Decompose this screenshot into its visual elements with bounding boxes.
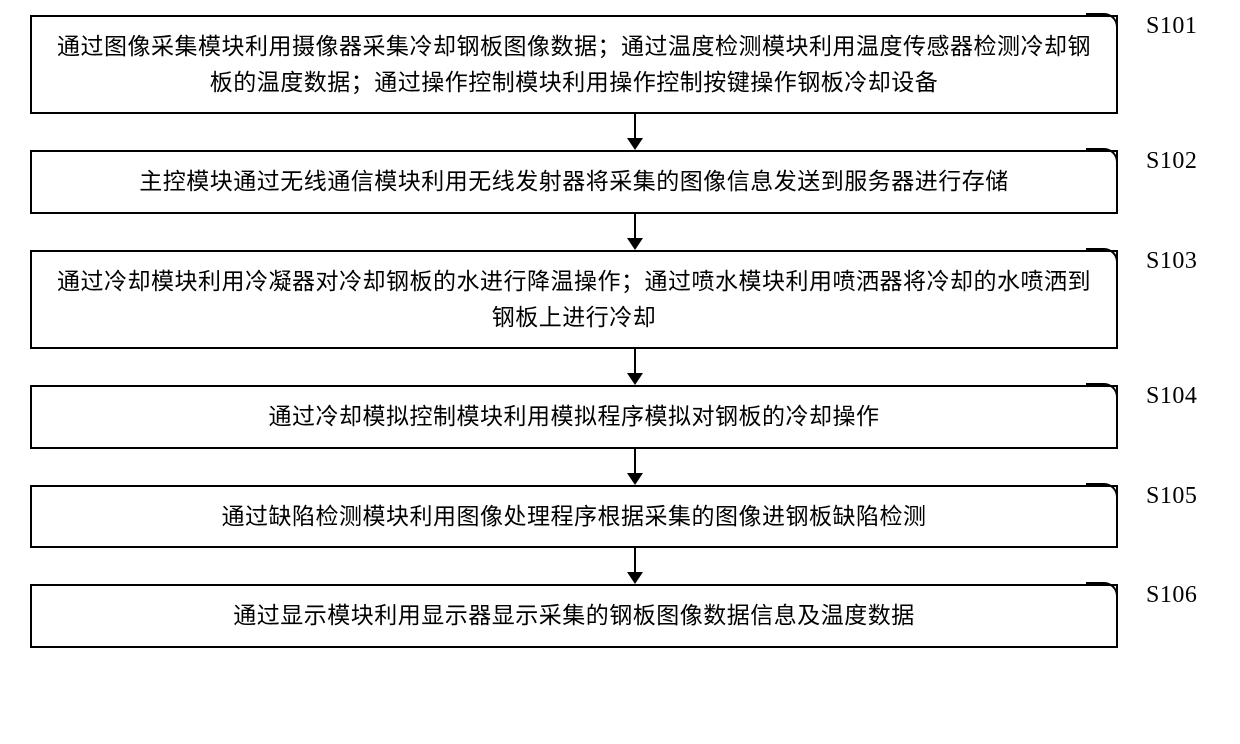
arrow-line — [634, 114, 636, 140]
step-text: 通过缺陷检测模块利用图像处理程序根据采集的图像进钢板缺陷检测 — [222, 499, 927, 535]
step-row-s104: 通过冷却模拟控制模块利用模拟程序模拟对钢板的冷却操作 S104 — [0, 385, 1240, 449]
arrow-head-icon — [627, 473, 643, 485]
step-row-s105: 通过缺陷检测模块利用图像处理程序根据采集的图像进钢板缺陷检测 S105 — [0, 485, 1240, 549]
arrow-line — [634, 349, 636, 375]
step-text: 通过显示模块利用显示器显示采集的钢板图像数据信息及温度数据 — [233, 598, 915, 634]
step-row-s102: 主控模块通过无线通信模块利用无线发射器将采集的图像信息发送到服务器进行存储 S1… — [0, 150, 1240, 214]
step-text: 通过冷却模块利用冷凝器对冷却钢板的水进行降温操作；通过喷水模块利用喷洒器将冷却的… — [50, 264, 1098, 335]
arrow-s101-s102 — [91, 114, 1179, 150]
label-connector — [1086, 582, 1118, 604]
label-connector — [1086, 248, 1118, 270]
arrow-head-icon — [627, 572, 643, 584]
step-text: 通过图像采集模块利用摄像器采集冷却钢板图像数据；通过温度检测模块利用温度传感器检… — [50, 29, 1098, 100]
arrow-s105-s106 — [91, 548, 1179, 584]
flowchart-container: 通过图像采集模块利用摄像器采集冷却钢板图像数据；通过温度检测模块利用温度传感器检… — [0, 15, 1240, 648]
step-label-s102: S102 — [1146, 148, 1197, 175]
step-row-s101: 通过图像采集模块利用摄像器采集冷却钢板图像数据；通过温度检测模块利用温度传感器检… — [0, 15, 1240, 114]
arrow-line — [634, 449, 636, 475]
arrow-line — [634, 548, 636, 574]
step-box-s106: 通过显示模块利用显示器显示采集的钢板图像数据信息及温度数据 — [30, 584, 1118, 648]
arrow-s102-s103 — [91, 214, 1179, 250]
step-text: 主控模块通过无线通信模块利用无线发射器将采集的图像信息发送到服务器进行存储 — [139, 164, 1009, 200]
step-label-s101: S101 — [1146, 13, 1197, 40]
step-box-s102: 主控模块通过无线通信模块利用无线发射器将采集的图像信息发送到服务器进行存储 — [30, 150, 1118, 214]
step-row-s103: 通过冷却模块利用冷凝器对冷却钢板的水进行降温操作；通过喷水模块利用喷洒器将冷却的… — [0, 250, 1240, 349]
step-box-s103: 通过冷却模块利用冷凝器对冷却钢板的水进行降温操作；通过喷水模块利用喷洒器将冷却的… — [30, 250, 1118, 349]
step-box-s105: 通过缺陷检测模块利用图像处理程序根据采集的图像进钢板缺陷检测 — [30, 485, 1118, 549]
label-connector — [1086, 483, 1118, 505]
arrow-line — [634, 214, 636, 240]
label-connector — [1086, 148, 1118, 170]
step-label-s103: S103 — [1146, 248, 1197, 275]
label-connector — [1086, 13, 1118, 35]
step-label-s105: S105 — [1146, 483, 1197, 510]
label-connector — [1086, 383, 1118, 405]
step-row-s106: 通过显示模块利用显示器显示采集的钢板图像数据信息及温度数据 S106 — [0, 584, 1240, 648]
arrow-head-icon — [627, 138, 643, 150]
arrow-s103-s104 — [91, 349, 1179, 385]
step-box-s101: 通过图像采集模块利用摄像器采集冷却钢板图像数据；通过温度检测模块利用温度传感器检… — [30, 15, 1118, 114]
arrow-head-icon — [627, 238, 643, 250]
step-label-s104: S104 — [1146, 383, 1197, 410]
step-label-s106: S106 — [1146, 582, 1197, 609]
arrow-head-icon — [627, 373, 643, 385]
step-text: 通过冷却模拟控制模块利用模拟程序模拟对钢板的冷却操作 — [269, 399, 880, 435]
arrow-s104-s105 — [91, 449, 1179, 485]
step-box-s104: 通过冷却模拟控制模块利用模拟程序模拟对钢板的冷却操作 — [30, 385, 1118, 449]
